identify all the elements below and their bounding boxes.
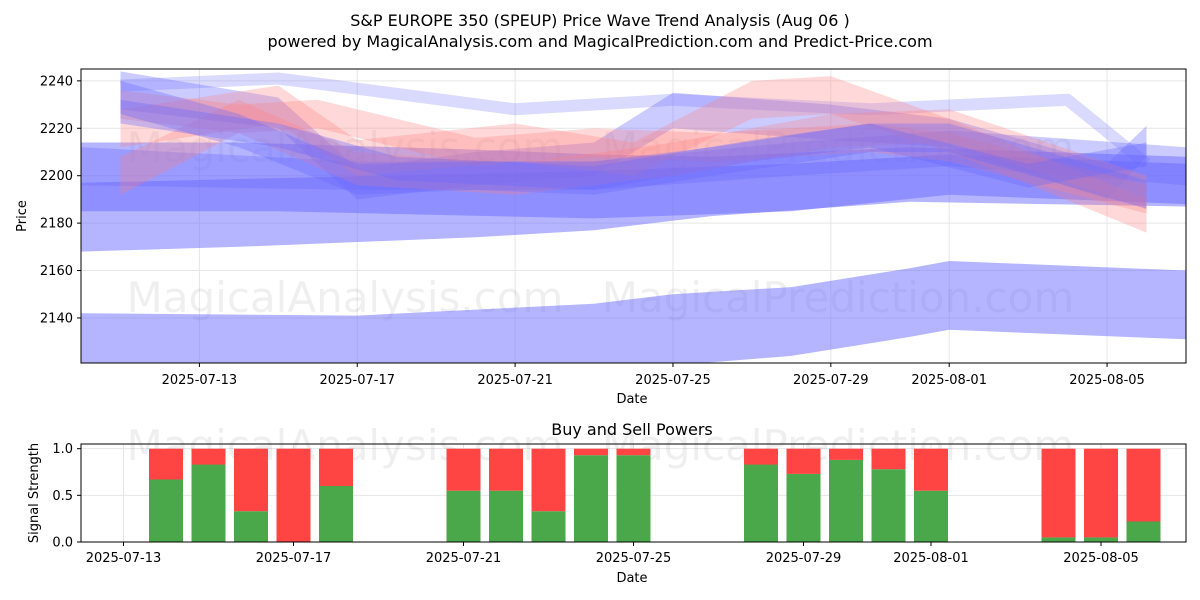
sell-power-bar xyxy=(744,448,778,465)
sell-power-bar xyxy=(1084,448,1118,538)
sell-power-bar xyxy=(191,448,226,465)
signal-x-tick-label: 2025-07-29 xyxy=(766,551,842,566)
blue-wave-band xyxy=(81,154,1186,219)
buy-power-bar xyxy=(1084,537,1118,542)
sell-power-bar xyxy=(531,448,566,512)
blue-wave-band xyxy=(81,261,1186,363)
red-wave-band xyxy=(120,76,1147,233)
figure-title-line-1: S&P EUROPE 350 (SPEUP) Price Wave Trend … xyxy=(350,11,849,30)
sell-power-bar xyxy=(574,448,608,456)
buy-power-bar xyxy=(191,464,226,542)
buy-power-bar xyxy=(786,473,821,542)
signal-y-tick-label: 1.0 xyxy=(52,442,73,457)
buy-power-bar xyxy=(319,486,353,542)
price-x-tick-label: 2025-08-01 xyxy=(911,373,987,388)
price-x-tick-label: 2025-08-05 xyxy=(1069,373,1145,388)
sell-power-bar xyxy=(1041,448,1076,538)
buy-power-bar xyxy=(871,469,906,542)
blue-wave-band xyxy=(120,71,1147,200)
price-y-tick-label: 2240 xyxy=(40,74,73,89)
price-y-axis-label: Price xyxy=(15,200,30,232)
sell-power-bar xyxy=(871,448,906,470)
sell-power-bar xyxy=(319,448,353,486)
price-x-tick-label: 2025-07-13 xyxy=(162,373,238,388)
price-y-tick-label: 2160 xyxy=(40,264,73,279)
sell-power-bar xyxy=(446,448,481,491)
sell-power-bar xyxy=(829,448,863,460)
signal-x-tick-label: 2025-08-01 xyxy=(893,551,969,566)
buy-power-bar xyxy=(149,479,183,542)
buy-power-bar xyxy=(1041,537,1076,542)
blue-wave-band xyxy=(120,99,1147,190)
buy-power-bar xyxy=(531,511,566,542)
price-x-tick-label: 2025-07-29 xyxy=(793,373,869,388)
signal-x-tick-label: 2025-07-21 xyxy=(426,551,502,566)
signal-bars xyxy=(149,448,1161,542)
price-x-axis-label: Date xyxy=(616,392,647,407)
buy-power-bar xyxy=(829,459,863,542)
sell-power-bar xyxy=(276,448,311,542)
price-x-tick-label: 2025-07-25 xyxy=(635,373,711,388)
signal-y-tick-label: 0.5 xyxy=(52,489,73,504)
blue-wave-line xyxy=(120,72,1151,169)
price-x-ticks: 2025-07-13 2025-07-17 2025-07-21 2025-07-25… xyxy=(162,363,1145,388)
buy-power-bar xyxy=(914,490,948,542)
price-y-tick-label: 2200 xyxy=(40,169,73,184)
price-y-tick-label: 2220 xyxy=(40,122,73,137)
signal-x-tick-label: 2025-08-05 xyxy=(1063,551,1139,566)
signal-panel: Buy and Sell Powers MagicalAnalysis.com … xyxy=(27,420,1187,586)
price-x-tick-label: 2025-07-17 xyxy=(319,373,395,388)
buy-power-bar xyxy=(446,490,481,542)
sell-power-bar xyxy=(234,448,268,512)
red-wave-band xyxy=(120,90,1147,214)
price-x-tick-label: 2025-07-21 xyxy=(477,373,553,388)
figure-title-line-2: powered by MagicalAnalysis.com and Magic… xyxy=(267,32,932,51)
sell-power-bar xyxy=(914,448,948,491)
sell-power-bar xyxy=(1126,448,1161,522)
sell-power-bar xyxy=(786,448,821,474)
price-y-tick-label: 2180 xyxy=(40,217,73,232)
blue-wave-band xyxy=(81,130,1186,190)
buy-power-bar xyxy=(1126,521,1161,542)
buy-power-bar xyxy=(489,490,523,542)
sell-power-bar xyxy=(489,448,523,491)
signal-x-ticks: 2025-07-13 2025-07-17 2025-07-21 2025-07-25… xyxy=(86,542,1139,566)
signal-x-tick-label: 2025-07-13 xyxy=(86,551,162,566)
buy-power-bar xyxy=(234,511,268,542)
sell-power-bar xyxy=(616,448,651,456)
signal-x-tick-label: 2025-07-25 xyxy=(596,551,672,566)
signal-x-tick-label: 2025-07-17 xyxy=(256,551,332,566)
signal-y-axis-label: Signal Strength xyxy=(27,443,42,543)
signal-panel-title: Buy and Sell Powers xyxy=(551,420,713,439)
price-y-ticks: 2140 2160 2180 2200 2220 2240 xyxy=(40,74,81,326)
sell-power-bar xyxy=(149,448,183,480)
buy-power-bar xyxy=(574,455,608,542)
price-bands xyxy=(81,71,1186,363)
blue-wave-band xyxy=(120,80,1147,209)
signal-y-tick-label: 0.0 xyxy=(52,536,73,551)
signal-x-axis-label: Date xyxy=(616,571,647,586)
red-wave-band xyxy=(120,99,1147,209)
buy-power-bar xyxy=(744,464,778,542)
buy-power-bar xyxy=(616,455,651,542)
price-plot-frame xyxy=(80,68,1187,364)
signal-y-ticks: 0.0 0.5 1.0 xyxy=(52,442,81,551)
price-panel: MagicalAnalysis.com MagicalPrediction.co… xyxy=(15,68,1187,407)
price-y-tick-label: 2140 xyxy=(40,311,73,326)
